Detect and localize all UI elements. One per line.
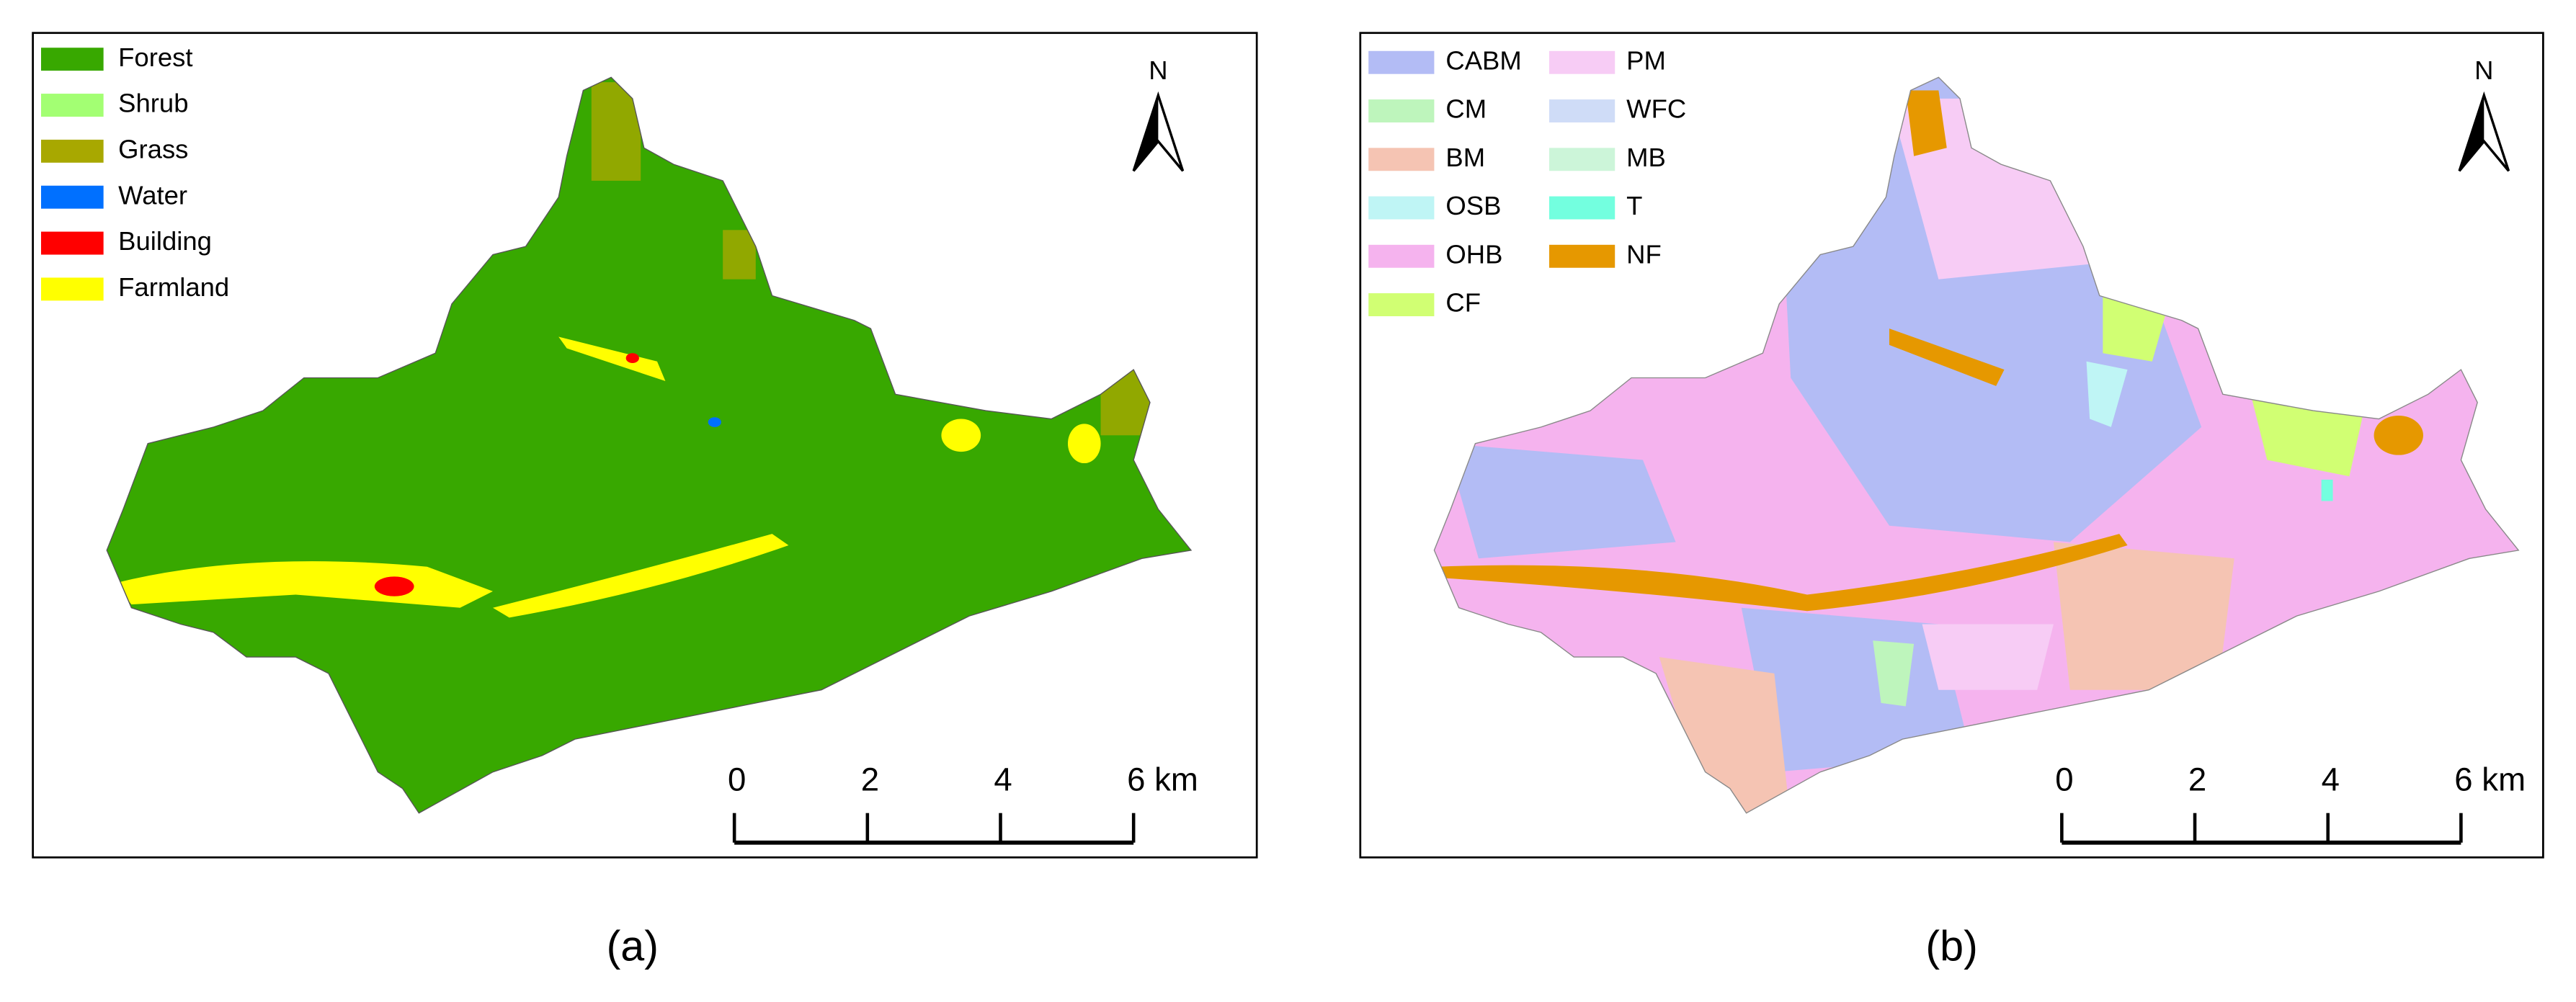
legend-swatch [1368,244,1435,268]
map-outline [1433,76,2520,814]
farmland-area [492,534,789,618]
legend-label: Water [118,180,187,210]
forest-type-area [1659,657,1791,813]
legend-label: OSB [1445,191,1501,220]
legend-swatch [1549,244,1615,268]
legend-swatch [40,185,104,209]
scale-label: 4 [994,761,1012,797]
legend-label: OHB [1445,239,1502,269]
forest-type-area [2250,394,2366,477]
north-label: N [1149,55,1167,85]
legend-swatch [40,139,104,163]
legend-swatch [1368,50,1435,74]
legend-swatch [40,48,104,71]
legend-swatch [1549,50,1615,74]
building-area [625,353,639,363]
farmland-area [115,561,493,608]
north-label: N [2474,55,2493,85]
panel-caption: (b) [1925,922,1977,970]
legend-swatch [40,277,104,301]
grass-area [723,230,756,279]
legend-swatch [40,94,104,117]
forest-type-area [1741,607,1971,772]
legend-label: CABM [1445,45,1521,75]
nf-area [1437,534,2128,612]
legend-label: Building [118,226,212,256]
panel-caption: (a) [607,922,659,970]
nf-area [2374,415,2423,455]
legend-swatch [1549,196,1615,220]
legend-swatch [1549,99,1615,122]
scale-label: 6 km [1127,761,1198,797]
building-area [374,576,414,596]
forest-type-area [2103,295,2169,362]
forest-type-area [2086,361,2128,427]
scale-label: 0 [728,761,746,797]
legend-swatch [40,231,104,255]
legend-label: Forest [118,43,192,72]
legend-label: NF [1626,239,1662,269]
nf-area [1905,90,1947,156]
legend-swatch [1549,148,1615,171]
nf-area [1889,328,2005,386]
farmland-area [941,419,981,452]
farmland-area [558,336,666,382]
scale-label: 2 [861,761,879,797]
scale-label: 4 [2322,761,2340,797]
forest-type-area [1922,624,2054,690]
forest-type-area [1445,443,1676,559]
legend-label: Farmland [118,272,229,302]
scale-label: 0 [2055,761,2073,797]
legend-label: WFC [1626,94,1686,124]
water-area [708,417,721,427]
legend-label: Shrub [118,89,188,118]
farmland-area [1067,424,1101,464]
forest-type-area [1873,640,1915,707]
legend-label: CM [1445,94,1487,124]
legend-label: PM [1626,45,1666,75]
forest-type-area [2053,542,2234,690]
legend-label: MB [1626,143,1666,172]
scale-label: 2 [2188,761,2206,797]
legend-label: T [1626,191,1642,220]
legend-label: Grass [118,135,188,164]
legend-swatch [1368,293,1435,317]
map-outline [106,76,1193,814]
legend-swatch [1368,148,1435,171]
legend-label: BM [1445,143,1485,172]
legend-swatch [1368,196,1435,220]
legend-swatch [1368,99,1435,122]
forest-type-area [2321,479,2333,501]
legend-label: CF [1445,288,1481,318]
scale-label: 6 km [2454,761,2526,797]
